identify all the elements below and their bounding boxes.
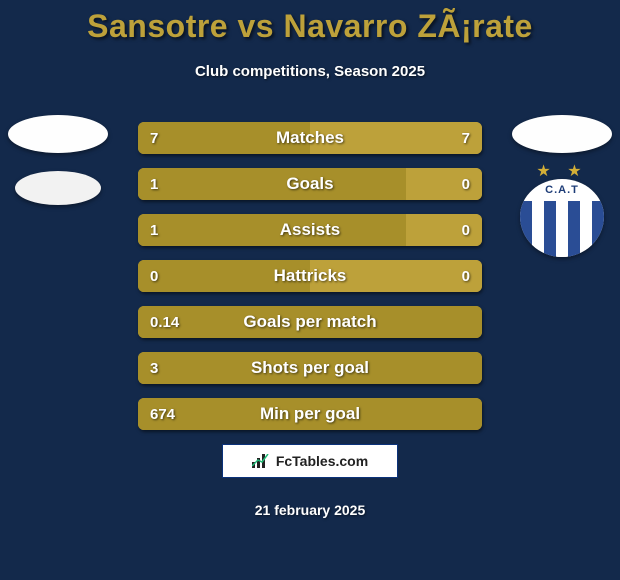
stat-value-right: 7 (462, 122, 470, 154)
avatar-placeholder-shape (8, 115, 108, 153)
stat-value-right: 0 (462, 260, 470, 292)
stat-value-right: 0 (462, 168, 470, 200)
stat-label: Hattricks (138, 260, 482, 292)
stat-label: Shots per goal (138, 352, 482, 384)
stat-row: 1Assists0 (138, 214, 482, 246)
crest-letters: C.A.T (520, 184, 604, 196)
stat-row: 0Hattricks0 (138, 260, 482, 292)
stat-value-right: 0 (462, 214, 470, 246)
crest-stripes (520, 201, 604, 257)
player-b-avatar: ★ ★ C.A.T (512, 115, 612, 261)
stat-bars: 7Matches71Goals01Assists00Hattricks00.14… (138, 122, 482, 430)
stat-row: 7Matches7 (138, 122, 482, 154)
stat-label: Min per goal (138, 398, 482, 430)
footer-date: 21 february 2025 (0, 502, 620, 518)
crest-stars-icon: ★ ★ (512, 161, 612, 181)
club-crest: ★ ★ C.A.T (512, 161, 612, 261)
shield-icon: C.A.T (520, 179, 604, 257)
comparison-card: Sansotre vs Navarro ZÃ¡rate Club competi… (0, 0, 620, 580)
stat-row: 674Min per goal (138, 398, 482, 430)
stat-row: 0.14Goals per match (138, 306, 482, 338)
subtitle: Club competitions, Season 2025 (0, 63, 620, 80)
stat-label: Matches (138, 122, 482, 154)
stat-label: Goals (138, 168, 482, 200)
stat-row: 3Shots per goal (138, 352, 482, 384)
brand-text: FcTables.com (276, 453, 368, 469)
brand-badge: FcTables.com (222, 444, 398, 478)
stat-label: Assists (138, 214, 482, 246)
avatar-placeholder-shape (512, 115, 612, 153)
stat-row: 1Goals0 (138, 168, 482, 200)
stat-label: Goals per match (138, 306, 482, 338)
page-title: Sansotre vs Navarro ZÃ¡rate (0, 8, 620, 45)
bar-chart-icon (252, 454, 270, 468)
player-a-avatar (8, 115, 108, 205)
avatar-placeholder-shape (15, 171, 101, 205)
